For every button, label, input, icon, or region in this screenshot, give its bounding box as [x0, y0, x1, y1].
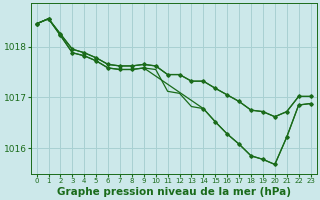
X-axis label: Graphe pression niveau de la mer (hPa): Graphe pression niveau de la mer (hPa): [57, 187, 291, 197]
